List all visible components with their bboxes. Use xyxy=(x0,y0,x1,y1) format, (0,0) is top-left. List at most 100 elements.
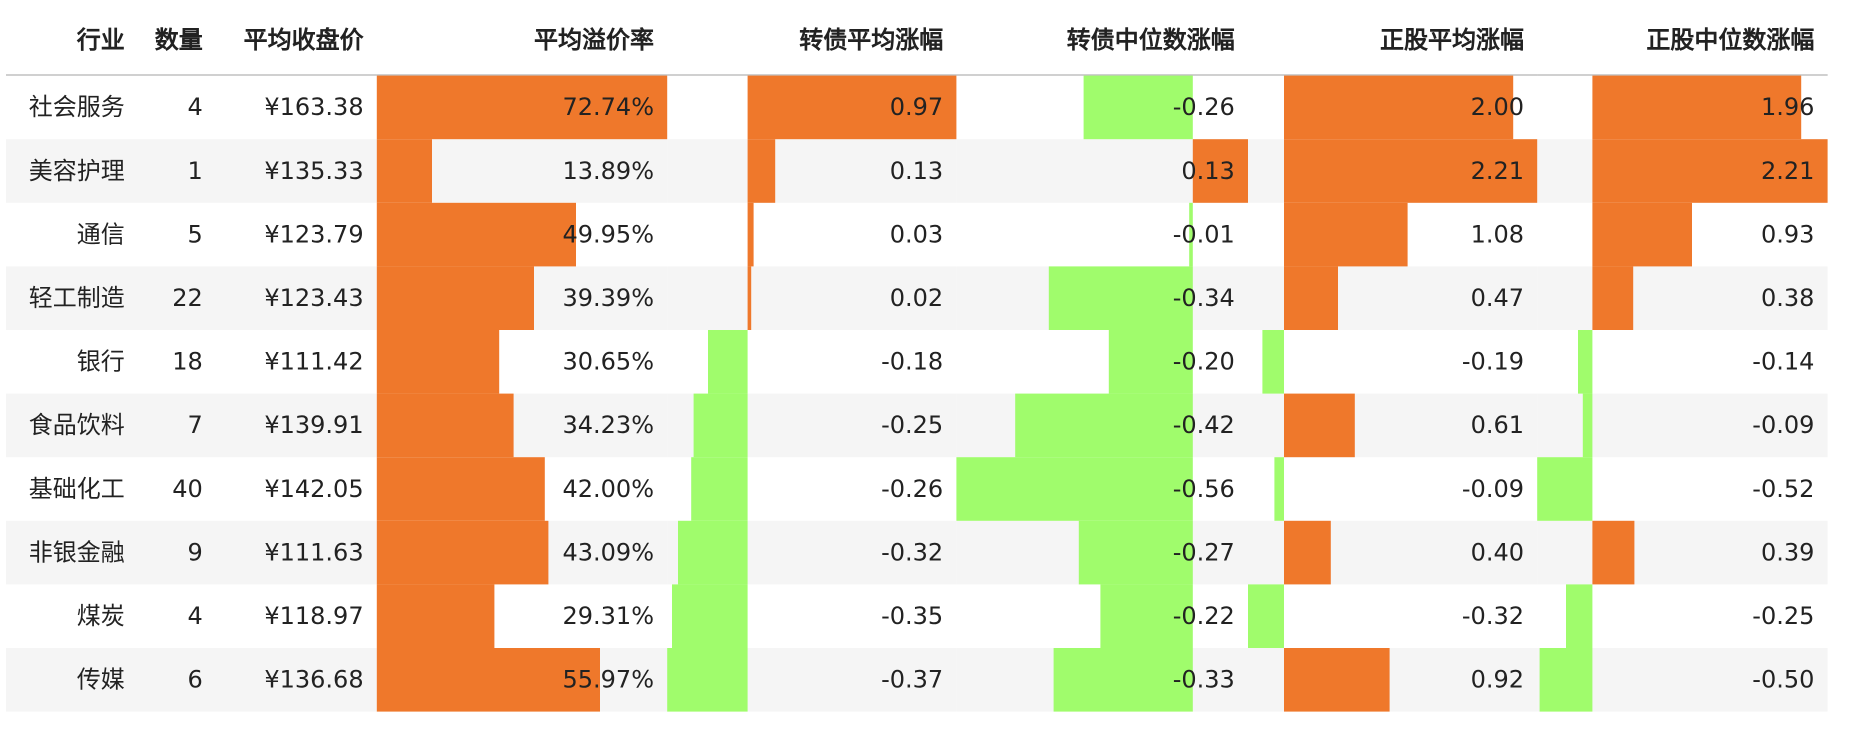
cell-box: -0.09 xyxy=(1248,457,1537,521)
cell-box: ¥118.97 xyxy=(216,584,377,648)
table-cell: 6 xyxy=(138,648,217,712)
cell-text: 42.00% xyxy=(562,474,654,503)
cell-box: 9 xyxy=(138,521,216,585)
table-cell: -0.52 xyxy=(1537,457,1827,521)
table-cell: 7 xyxy=(138,393,217,458)
cell-box: -0.26 xyxy=(667,457,956,521)
cell-bar xyxy=(956,457,1194,521)
cell-text: -0.37 xyxy=(881,664,944,694)
cell-box: 1.96 xyxy=(1537,75,1827,140)
table-cell: 煤炭 xyxy=(6,584,138,648)
cell-text: -0.32 xyxy=(881,537,944,567)
cell-bar xyxy=(1592,139,1828,203)
table-cell: ¥118.97 xyxy=(216,584,377,648)
cell-box: -0.32 xyxy=(1248,584,1537,648)
cell-box: 0.92 xyxy=(1248,648,1537,712)
column-header: 数量 xyxy=(138,0,217,76)
cell-text: 0.93 xyxy=(1760,219,1815,249)
cell-text: 0.38 xyxy=(1760,283,1815,312)
cell-text: -0.33 xyxy=(1172,664,1235,694)
cell-text: -0.18 xyxy=(881,346,944,376)
cell-box: 29.31% xyxy=(376,584,667,648)
header-text: 转债中位数涨幅 xyxy=(1066,24,1235,54)
cell-bar xyxy=(376,584,494,648)
cell-box: 0.13 xyxy=(956,139,1248,203)
cell-box: -0.14 xyxy=(1537,330,1827,394)
cell-text: 0.92 xyxy=(1470,664,1524,694)
cell-text: 1 xyxy=(187,156,203,185)
table-cell: -0.34 xyxy=(956,266,1248,330)
cell-bar xyxy=(747,202,754,267)
cell-box: -0.01 xyxy=(956,202,1248,267)
table-cell: 4 xyxy=(138,584,216,648)
table-cell: ¥139.91 xyxy=(216,393,377,458)
table-cell: 0.03 xyxy=(667,202,956,267)
cell-text: -0.27 xyxy=(1172,537,1235,567)
header-row: 行业 数量 平均收盘价 平均溢价率 转债平均涨幅 转债中位数涨幅 正股平均涨幅 正股中位数涨幅 xyxy=(6,0,1828,76)
table-cell: 0.97 xyxy=(667,75,957,140)
cell-box: 基础化工 xyxy=(6,457,138,521)
cell-bar xyxy=(1274,457,1285,521)
table-cell: 0.40 xyxy=(1248,520,1538,585)
cell-bar xyxy=(1015,393,1194,458)
table-row: 银行 18 ¥111.42 30.65% -0.18 -0.20 -0.19 -0.14 xyxy=(6,330,1828,394)
cell-bar xyxy=(747,266,752,330)
cell-box: -0.22 xyxy=(956,584,1248,648)
cell-text: -0.25 xyxy=(1752,601,1815,630)
table-cell: ¥135.33 xyxy=(216,139,377,203)
table-cell: 49.95% xyxy=(376,202,667,267)
cell-bar xyxy=(1188,202,1194,267)
cell-bar xyxy=(1284,393,1355,458)
cell-text: ¥111.42 xyxy=(264,346,364,376)
table-cell: 0.13 xyxy=(956,139,1248,203)
cell-bar xyxy=(376,75,668,140)
cell-box: 轻工制造 xyxy=(6,266,138,330)
table-cell: 34.23% xyxy=(376,393,668,458)
cell-box: -0.34 xyxy=(956,266,1248,330)
cell-text: 55.97% xyxy=(562,664,654,694)
cell-text: 传媒 xyxy=(76,664,125,694)
cell-box: 通信 xyxy=(6,203,138,267)
cell-text: ¥118.97 xyxy=(264,601,364,630)
table-cell: -0.22 xyxy=(956,584,1248,648)
cell-box: ¥136.68 xyxy=(216,648,377,712)
cell-text: 0.13 xyxy=(889,156,944,185)
table-cell: ¥111.63 xyxy=(216,520,377,585)
table-cell: ¥163.38 xyxy=(216,75,377,139)
header-text: 转债平均涨幅 xyxy=(799,24,944,54)
cell-text: -0.42 xyxy=(1172,410,1235,440)
cell-box: 0.03 xyxy=(667,202,956,267)
cell-box: 2.21 xyxy=(1537,139,1828,203)
cell-bar xyxy=(1582,393,1593,458)
table-cell: -0.42 xyxy=(956,393,1248,458)
cell-text: 0.13 xyxy=(1181,156,1235,185)
header-text: 正股中位数涨幅 xyxy=(1646,24,1815,54)
table-cell: -0.50 xyxy=(1537,648,1828,712)
cell-bar xyxy=(1053,648,1194,712)
cell-text: 食品饮料 xyxy=(28,410,125,440)
table-cell: 2.00 xyxy=(1248,75,1537,140)
cell-text: 72.74% xyxy=(562,92,654,122)
table-cell: 美容护理 xyxy=(6,139,138,203)
cell-box: 社会服务 xyxy=(6,76,138,140)
table-cell: ¥123.43 xyxy=(216,266,377,330)
cell-box: -0.33 xyxy=(956,648,1248,712)
table-cell: -0.19 xyxy=(1248,330,1537,394)
cell-bar xyxy=(747,139,776,203)
cell-box: ¥111.63 xyxy=(216,521,377,585)
cell-box: 7 xyxy=(138,394,216,458)
cell-text: 18 xyxy=(172,346,203,376)
cell-box: 1 xyxy=(138,139,216,203)
cell-text: 1.08 xyxy=(1470,219,1524,249)
cell-text: -0.01 xyxy=(1172,219,1235,249)
table-row: 社会服务 4 ¥163.38 72.74% 0.97 -0.26 2.00 1.96 xyxy=(6,75,1828,140)
cell-box: 0.40 xyxy=(1248,520,1537,585)
cell-text: -0.32 xyxy=(1461,601,1524,630)
cell-bar xyxy=(1537,457,1593,521)
cell-bar xyxy=(708,330,748,394)
cell-text: 基础化工 xyxy=(28,474,125,503)
cell-box: -0.52 xyxy=(1537,457,1827,521)
cell-box: -0.35 xyxy=(667,584,956,648)
table-row: 食品饮料 7 ¥139.91 34.23% -0.25 -0.42 0.61 -0.09 xyxy=(6,393,1828,458)
cell-box: 食品饮料 xyxy=(6,394,138,458)
